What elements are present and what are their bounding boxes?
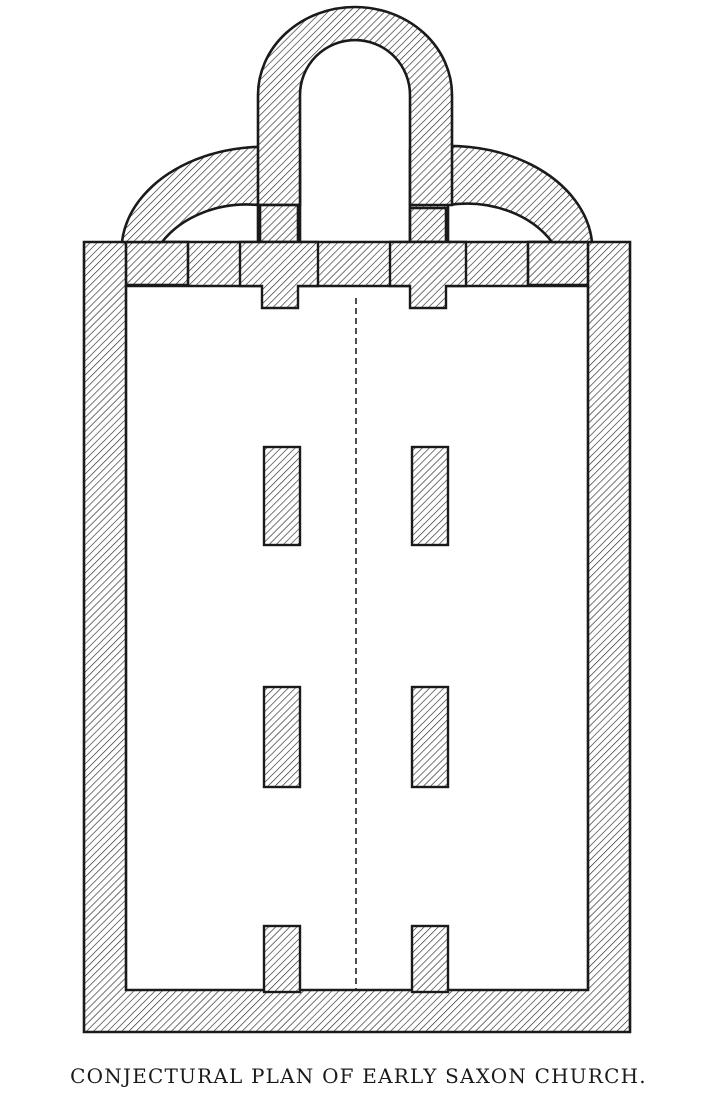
right-west-pier [410, 924, 450, 994]
left-pier-upper [262, 445, 302, 547]
right-chancel-pier [388, 240, 468, 310]
church-plan-drawing [82, 5, 632, 1034]
right-wall-return [526, 240, 590, 287]
nave-outer-wall [82, 240, 632, 1034]
figure-caption: CONJECTURAL PLAN OF EARLY SAXON CHURCH. [70, 1064, 647, 1088]
left-chancel-pier [238, 240, 320, 310]
right-pier-upper [410, 445, 450, 547]
right-pier-lower [410, 685, 450, 789]
left-west-pier [262, 924, 302, 994]
central-apse [256, 5, 454, 207]
left-wall-return [124, 240, 190, 287]
right-chancel-wall [408, 206, 448, 244]
left-pier-lower [262, 685, 302, 789]
left-chancel-wall [258, 203, 300, 244]
